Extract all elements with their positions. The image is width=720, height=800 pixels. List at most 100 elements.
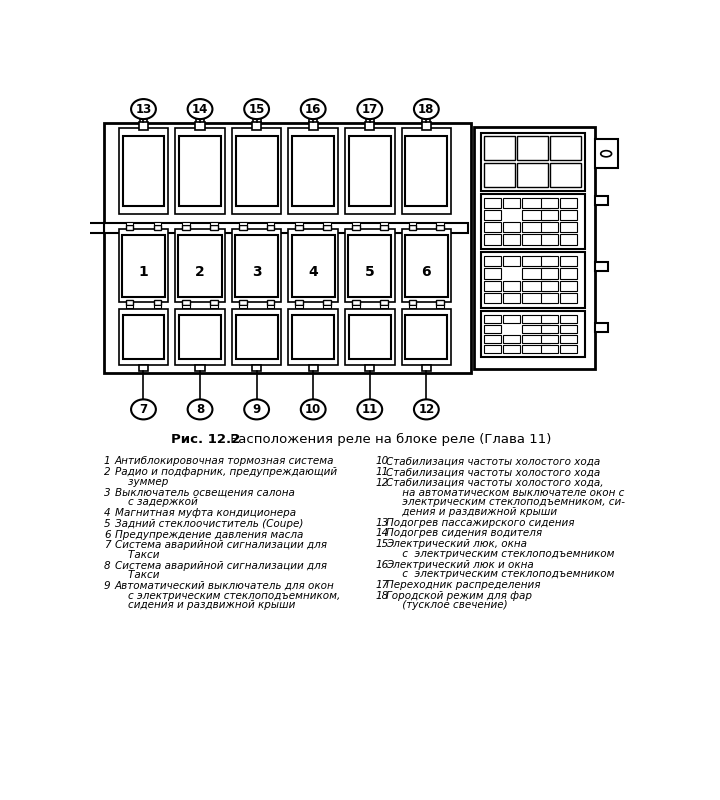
Bar — [503, 281, 520, 291]
Bar — [295, 305, 303, 308]
Text: электрическим стеклоподъемником, си-: электрическим стеклоподъемником, си- — [386, 497, 625, 507]
Bar — [266, 300, 274, 305]
Text: Электрический люк, окна: Электрический люк, окна — [386, 539, 527, 549]
Bar — [295, 222, 303, 226]
Bar — [232, 310, 282, 365]
Text: Подогрев пассажирского сидения: Подогрев пассажирского сидения — [386, 518, 575, 527]
Bar — [541, 335, 558, 343]
Bar — [179, 234, 222, 297]
Bar — [484, 325, 501, 333]
Ellipse shape — [600, 150, 611, 157]
Bar — [560, 269, 577, 278]
Text: 15: 15 — [375, 539, 389, 549]
Text: 5: 5 — [365, 266, 374, 279]
Bar — [345, 230, 395, 302]
Bar — [182, 226, 190, 230]
Bar — [541, 293, 558, 303]
Bar — [352, 300, 360, 305]
Bar — [292, 314, 334, 359]
Bar — [87, 223, 104, 233]
Ellipse shape — [414, 399, 438, 419]
Text: (тусклое свечение): (тусклое свечение) — [386, 600, 508, 610]
Text: Переходник распределения: Переходник распределения — [386, 580, 541, 590]
Bar — [380, 226, 387, 230]
Bar — [235, 136, 277, 206]
Text: 8: 8 — [196, 403, 204, 416]
Bar — [474, 126, 595, 370]
Bar — [349, 136, 391, 206]
Bar — [104, 123, 471, 373]
Bar — [541, 222, 558, 233]
Bar — [345, 310, 395, 365]
Bar — [503, 293, 520, 303]
Bar — [402, 230, 451, 302]
Bar — [252, 122, 261, 130]
Text: 10: 10 — [375, 456, 389, 466]
Bar — [292, 136, 334, 206]
Bar — [522, 293, 549, 303]
Bar — [323, 300, 331, 305]
Text: с  электрическим стеклоподъемником: с электрическим стеклоподъемником — [386, 569, 615, 579]
Bar — [484, 136, 516, 160]
Bar — [560, 335, 577, 343]
Bar — [122, 136, 164, 206]
Ellipse shape — [301, 399, 325, 419]
Bar — [503, 345, 520, 353]
Text: Стабилизация частоты холостого хода,: Стабилизация частоты холостого хода, — [386, 478, 603, 488]
Bar — [484, 269, 501, 278]
Bar — [266, 305, 274, 308]
Text: Электрический люк и окна: Электрический люк и окна — [386, 559, 534, 570]
Bar — [182, 222, 190, 226]
Bar — [595, 262, 608, 270]
Bar — [126, 300, 133, 305]
Bar — [522, 234, 549, 245]
Bar — [352, 305, 360, 308]
Text: 13: 13 — [375, 518, 389, 527]
Bar — [348, 234, 392, 297]
Bar — [232, 128, 282, 214]
Bar — [289, 128, 338, 214]
Text: Такси: Такси — [114, 550, 159, 560]
Bar — [481, 133, 585, 190]
Bar — [541, 269, 558, 278]
Bar — [484, 335, 501, 343]
Bar — [253, 117, 261, 123]
Bar — [541, 325, 558, 333]
Bar — [309, 122, 318, 130]
Text: 12: 12 — [418, 403, 434, 416]
Bar — [345, 128, 395, 214]
Bar — [408, 222, 416, 226]
Bar — [402, 128, 451, 214]
Text: 17: 17 — [361, 102, 378, 115]
Text: Подогрев сидения водителя: Подогрев сидения водителя — [386, 528, 542, 538]
Bar — [522, 269, 549, 278]
Bar — [140, 117, 148, 123]
Bar — [153, 222, 161, 226]
Bar — [484, 256, 501, 266]
Bar — [239, 300, 246, 305]
Text: Задний стеклоочиститель (Coupe): Задний стеклоочиститель (Coupe) — [114, 518, 303, 529]
Bar — [119, 230, 168, 302]
Bar — [522, 210, 549, 220]
Text: 3: 3 — [104, 487, 111, 498]
Text: Антиблокировочная тормозная система: Антиблокировочная тормозная система — [114, 456, 334, 466]
Bar — [422, 365, 431, 371]
Bar — [522, 335, 549, 343]
Ellipse shape — [357, 99, 382, 119]
Bar — [323, 305, 331, 308]
Bar — [560, 325, 577, 333]
Text: сидения и раздвижной крыши: сидения и раздвижной крыши — [114, 600, 295, 610]
Bar — [153, 305, 161, 308]
Bar — [352, 226, 360, 230]
Text: 9: 9 — [104, 581, 111, 591]
Text: Система аварийной сигнализации для: Система аварийной сигнализации для — [114, 540, 327, 550]
Bar — [119, 310, 168, 365]
Bar — [560, 256, 577, 266]
Bar — [595, 196, 608, 206]
Text: 15: 15 — [248, 102, 265, 115]
Bar — [481, 311, 585, 357]
Ellipse shape — [131, 399, 156, 419]
Text: 5: 5 — [104, 518, 111, 529]
Bar — [560, 345, 577, 353]
Bar — [560, 234, 577, 245]
